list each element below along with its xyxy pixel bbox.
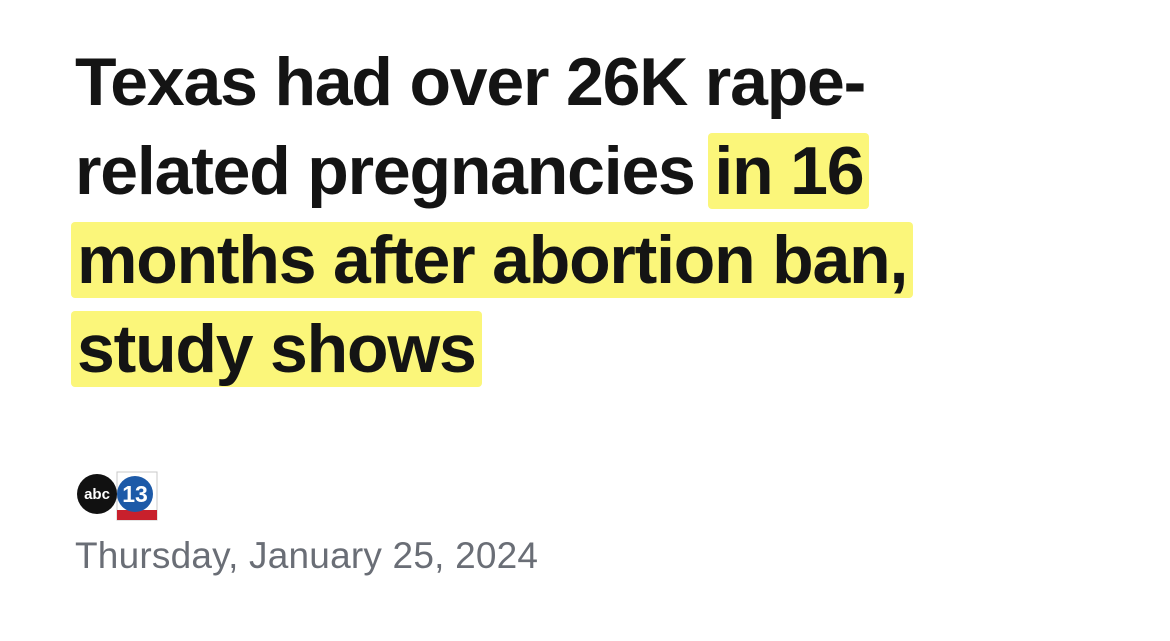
headline-line: study shows [71, 305, 1135, 394]
headline-highlight: study shows [71, 311, 482, 387]
logo-abc-circle [77, 474, 117, 514]
logo-abc: abc [84, 486, 110, 503]
headline: Texas had over 26K rape- related pregnan… [71, 38, 1135, 394]
headline-line: Texas had over 26K rape- [75, 38, 1135, 127]
headline-highlight: months after abortion ban, [71, 222, 914, 298]
logo-red-band [117, 510, 157, 520]
source-logo: abc 13 [77, 471, 158, 521]
headline-highlight: in 16 [708, 133, 870, 209]
headline-line: months after abortion ban, [71, 216, 1135, 305]
logo-number: 13 [122, 481, 148, 507]
headline-line: related pregnancies in 16 [75, 127, 1135, 216]
date: Thursday, January 25, 2024 [75, 535, 539, 576]
headline-text: Texas had over 26K rape- [75, 44, 866, 120]
headline-text: related pregnancies [75, 133, 696, 209]
logo-blue-circle [117, 476, 153, 512]
